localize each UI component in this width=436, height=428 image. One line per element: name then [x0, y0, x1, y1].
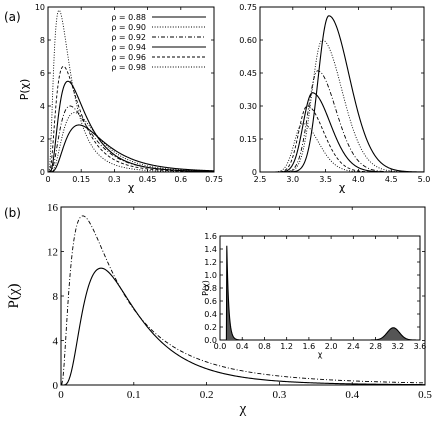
b_inset-ytick-label: 0.4	[204, 310, 217, 319]
b_inset-ytick-label: 1.2	[204, 258, 217, 267]
b_main-ytick-label: 16	[47, 202, 59, 214]
b_main-ytick-label: 12	[47, 247, 58, 259]
b_inset-ytick-label: 1.4	[204, 245, 217, 254]
a_right-xtick-label: 3.0	[286, 175, 299, 184]
inset-bg	[220, 236, 420, 340]
b_main-ytick-label: 4	[53, 336, 59, 348]
b_main-ylabel: P(χ)	[6, 284, 22, 309]
a_left-ytick-label: 2	[40, 135, 45, 144]
a_left-ytick-label: 6	[40, 69, 45, 78]
b_inset-xtick-label: 2.8	[369, 342, 382, 351]
b_inset-ytick-label: 1.6	[204, 232, 217, 241]
a_right-frame	[259, 6, 425, 173]
b_main-xtick-label: 0.2	[200, 389, 214, 401]
legend-label: ρ = 0.92	[111, 33, 146, 42]
a_right-ytick-label: 0.75	[239, 3, 257, 12]
series-line-3	[260, 92, 424, 173]
b_main-xtick-label: 0.1	[127, 389, 141, 401]
b_inset-ytick-label: 1.0	[204, 271, 217, 280]
a_left-frame	[47, 6, 215, 173]
series-line-1	[61, 215, 426, 385]
a_right-ytick-label: 0.60	[239, 36, 257, 45]
series-line-4	[260, 105, 424, 173]
b_inset-xlabel: χ	[318, 350, 323, 359]
series-line-0	[61, 267, 425, 386]
legend-label: ρ = 0.96	[111, 53, 146, 62]
b_inset-ytick-label: 0.6	[204, 297, 217, 306]
series-line-0	[260, 15, 424, 173]
a_right-ytick-label: 0.15	[239, 135, 257, 144]
b_inset-ylabel: P(χ)	[201, 280, 210, 296]
a_right-xtick-label: 5.0	[418, 175, 431, 184]
a_right-xtick-label: 4.0	[352, 175, 365, 184]
b_main-xtick-label: 0.4	[345, 389, 359, 401]
b_inset-xtick-label: 3.6	[414, 342, 427, 351]
a_left-xtick-label: 0.45	[139, 175, 157, 184]
a_right-xtick-label: 2.5	[254, 175, 267, 184]
panel-label-a: (a)	[4, 10, 21, 24]
b_inset-xtick-label: 1.2	[280, 342, 293, 351]
legend-label: ρ = 0.94	[111, 43, 146, 52]
series-line-0	[48, 124, 215, 173]
b_inset-xtick-label: 0.4	[236, 342, 249, 351]
series-line-2	[48, 105, 215, 173]
series-line-0	[220, 245, 420, 341]
a_left-ytick-label: 4	[40, 102, 45, 111]
b_main-xtick-label: 0.3	[273, 389, 287, 401]
series-line-4	[48, 65, 215, 173]
b_inset-xtick-label: 1.6	[303, 342, 316, 351]
b_inset-ytick-label: 0.2	[204, 323, 217, 332]
a_left-xlabel: χ	[128, 181, 135, 194]
a_left-ytick-label: 8	[40, 36, 45, 45]
b_main-xtick-label: 0.5	[418, 389, 432, 401]
a_left-ytick-label: 0	[40, 168, 45, 177]
a_right-ytick-label: 0.30	[239, 102, 257, 111]
series-line-1	[260, 39, 424, 173]
b_inset-xtick-label: 0.8	[258, 342, 271, 351]
legend-label: ρ = 0.98	[111, 63, 146, 72]
series-line-5	[48, 9, 214, 173]
a_left-xtick-label: 0.6	[174, 175, 187, 184]
series-line-5	[260, 123, 424, 173]
b_main-ytick-label: 8	[53, 291, 59, 303]
b_inset-ytick-label: 0.8	[204, 284, 217, 293]
b_inset-xtick-label: 2.4	[347, 342, 360, 351]
b_main-xtick-label: 0	[58, 389, 64, 401]
a_right-ytick-label: 0	[252, 168, 257, 177]
b_inset-xtick-label: 0.0	[214, 342, 227, 351]
b_inset-xtick-label: 3.2	[391, 342, 404, 351]
a_left-xtick-label: 0.15	[72, 175, 90, 184]
b_inset-xtick-label: 2.0	[325, 342, 338, 351]
a_left-xtick-label: 0.3	[108, 175, 121, 184]
chart-a-right: 2.5 3.0 3.5 4.0 4.5 5.0 0 0.15 0.30 0.45 0.60 0.75 χ	[239, 3, 430, 194]
legend-label: ρ = 0.90	[111, 23, 146, 32]
a_left-ytick-label: 10	[35, 3, 45, 12]
a_right-ytick-label: 0.45	[239, 69, 257, 78]
b_main-ytick-label: 0	[53, 380, 59, 392]
a_left-xtick-label: 0.75	[205, 175, 223, 184]
series-line-2	[260, 70, 424, 173]
a_right-xlabel: χ	[339, 181, 346, 194]
legend-label: ρ = 0.88	[111, 13, 146, 22]
panel-label-b: (b)	[4, 206, 21, 220]
a_left-xtick-label: 0	[45, 175, 50, 184]
a_right-xtick-label: 3.5	[319, 175, 332, 184]
shaded-area-low	[226, 245, 242, 340]
a_right-xtick-label: 4.5	[385, 175, 398, 184]
b_main-xlabel: χ	[239, 401, 247, 417]
b_inset-ytick-label: 0.0	[204, 336, 217, 345]
a_left-ylabel: P(χ)	[18, 79, 31, 101]
chart-b-inset: 0.0 0.4 0.8 1.2 1.6 2.0 2.4 2.8 3.2 3.6 0.0 0.2 0.4 0…	[201, 232, 426, 359]
